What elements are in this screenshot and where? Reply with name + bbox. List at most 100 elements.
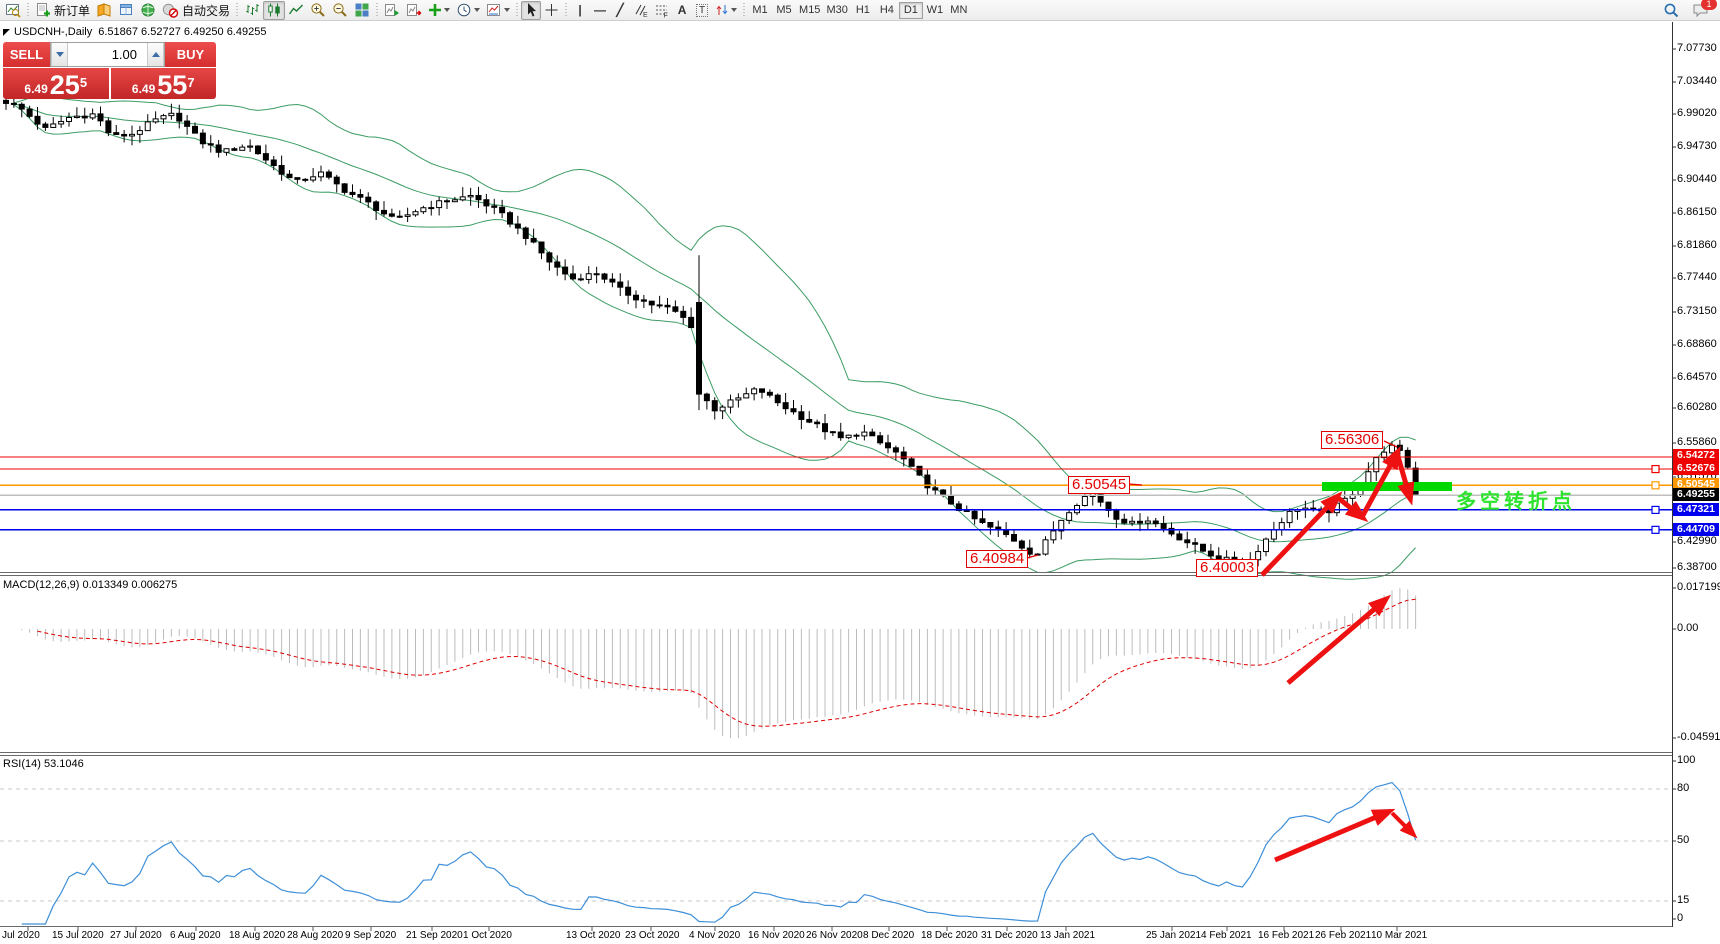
candle-body (798, 411, 805, 420)
trend-arrow[interactable] (1335, 495, 1369, 522)
cursor-button[interactable] (521, 0, 542, 20)
annotation-mid-price[interactable]: 6.50545 (1068, 476, 1131, 494)
tile-windows-icon (355, 3, 369, 17)
navigator-button[interactable] (137, 1, 159, 20)
auto-scroll-button[interactable] (381, 1, 403, 20)
candle-body (1278, 522, 1285, 531)
zoom-out-button[interactable] (329, 1, 351, 20)
buy-price-prefix: 6.49 (131, 82, 156, 96)
candle-body (50, 123, 57, 128)
trend-arrow[interactable] (1286, 594, 1392, 685)
equidistant-channel-tool[interactable]: E (630, 1, 651, 20)
chevron-down-icon (731, 8, 738, 12)
timeframe-m1[interactable]: M1 (752, 4, 768, 16)
price-axis-label: 6.38700 (1677, 561, 1717, 573)
trend-arrow[interactable] (1274, 808, 1396, 863)
templates-button[interactable] (483, 1, 513, 20)
indicators-button[interactable] (425, 1, 453, 20)
volume-increment-button[interactable] (147, 43, 164, 66)
timeframe-m5[interactable]: M5 (776, 4, 792, 16)
buy-button[interactable]: BUY (165, 42, 216, 67)
rsi-axis-label: 50 (1677, 834, 1690, 846)
line-chart-type-button[interactable] (285, 1, 307, 20)
trend-arrow[interactable] (1390, 811, 1418, 839)
line-handle[interactable] (1651, 481, 1660, 490)
candle-body (601, 273, 608, 280)
buy-price[interactable]: 6.49 55 7 (110, 68, 216, 99)
horizontal-line-tool[interactable]: — (590, 1, 610, 20)
candle-body (341, 183, 348, 193)
date-label: 6 Aug 2020 (170, 930, 221, 941)
crosshair-button[interactable] (541, 1, 562, 20)
trend-arrow[interactable] (1260, 491, 1343, 577)
candle-body (522, 227, 529, 239)
candle-body (554, 261, 561, 268)
arrows-tool[interactable] (712, 1, 740, 20)
line-handle[interactable] (1651, 464, 1660, 474)
line-handle[interactable] (1651, 505, 1660, 515)
line-handle[interactable] (1651, 525, 1660, 534)
sell-price[interactable]: 6.49 25 5 (3, 68, 109, 99)
candle-body (979, 518, 986, 524)
timeframe-d1[interactable]: D1 (898, 1, 923, 19)
svg-text:F: F (664, 13, 668, 19)
candle-body (302, 178, 309, 181)
turning-point-text[interactable]: 多空转折点 (1456, 491, 1576, 513)
volume-input[interactable]: 1.00 (111, 47, 137, 62)
chart-shift-button[interactable] (403, 1, 425, 20)
annotation-low2-price[interactable]: 6.40003 (1196, 559, 1259, 577)
candle-body (475, 194, 482, 201)
new-order-button[interactable]: 新订单 (32, 1, 93, 20)
timeframe-m30[interactable]: M30 (826, 4, 848, 16)
sell-button[interactable]: SELL (3, 42, 50, 67)
annotation-low1-price[interactable]: 6.40984 (966, 550, 1029, 568)
volume-spinner: 1.00 (50, 42, 165, 67)
date-label: 9 Sep 2020 (345, 930, 397, 941)
candle-body (640, 299, 647, 302)
volume-decrement-button[interactable] (51, 43, 68, 66)
sell-price-big: 25 (49, 70, 80, 100)
timeframe-m15[interactable]: M15 (799, 4, 821, 16)
search-button[interactable] (1660, 1, 1683, 20)
bar-chart-type-button[interactable] (241, 1, 263, 20)
periods-button[interactable] (453, 1, 483, 20)
timeframe-h1[interactable]: H1 (855, 4, 870, 16)
timeframe-w1[interactable]: W1 (926, 4, 944, 16)
rsi-label: RSI(14) 53.1046 (3, 758, 84, 770)
candle-body (294, 177, 301, 180)
candlestick-chart-type-button[interactable] (263, 0, 286, 20)
tile-windows-button[interactable] (351, 1, 373, 20)
annotation-connector (1128, 483, 1143, 486)
trend-arrow[interactable] (1394, 452, 1415, 506)
market-watch-button[interactable] (93, 1, 115, 20)
highlight-rectangle[interactable] (1322, 482, 1452, 491)
toolbar-grip (27, 2, 29, 18)
annotation-peak-price[interactable]: 6.56306 (1321, 431, 1384, 449)
candle-body (388, 213, 395, 217)
trend-arrow[interactable] (1359, 445, 1401, 519)
notifications-button[interactable]: 1 (1689, 0, 1717, 20)
zoom-in-button[interactable] (307, 1, 329, 20)
date-label: 16 Feb 2021 (1258, 930, 1315, 941)
data-window-button[interactable] (115, 1, 137, 20)
candle-body (987, 522, 994, 528)
candle-body (656, 304, 663, 307)
rsi-axis-label: 15 (1677, 894, 1690, 906)
candle-body (365, 196, 372, 203)
price-axis-label: 7.03440 (1677, 75, 1717, 87)
timeframe-h4[interactable]: H4 (879, 4, 894, 16)
date-label: 18 Aug 2020 (229, 930, 286, 941)
timeframe-mn[interactable]: MN (950, 4, 968, 16)
autotrade-button[interactable]: 自动交易 (159, 1, 233, 20)
trendline-tool[interactable]: ╱ (610, 1, 630, 20)
vertical-line-tool[interactable]: | (570, 1, 590, 20)
macd-axis-label: 0.00 (1677, 622, 1699, 634)
collapse-arrow-icon[interactable] (3, 28, 10, 36)
text-tool[interactable]: A (672, 1, 692, 20)
candle-body (34, 115, 41, 125)
new-chart-button[interactable] (2, 1, 24, 20)
fibonacci-tool[interactable]: F (651, 1, 672, 20)
text-label-tool[interactable]: T (692, 1, 712, 20)
indicators-icon (429, 4, 442, 16)
